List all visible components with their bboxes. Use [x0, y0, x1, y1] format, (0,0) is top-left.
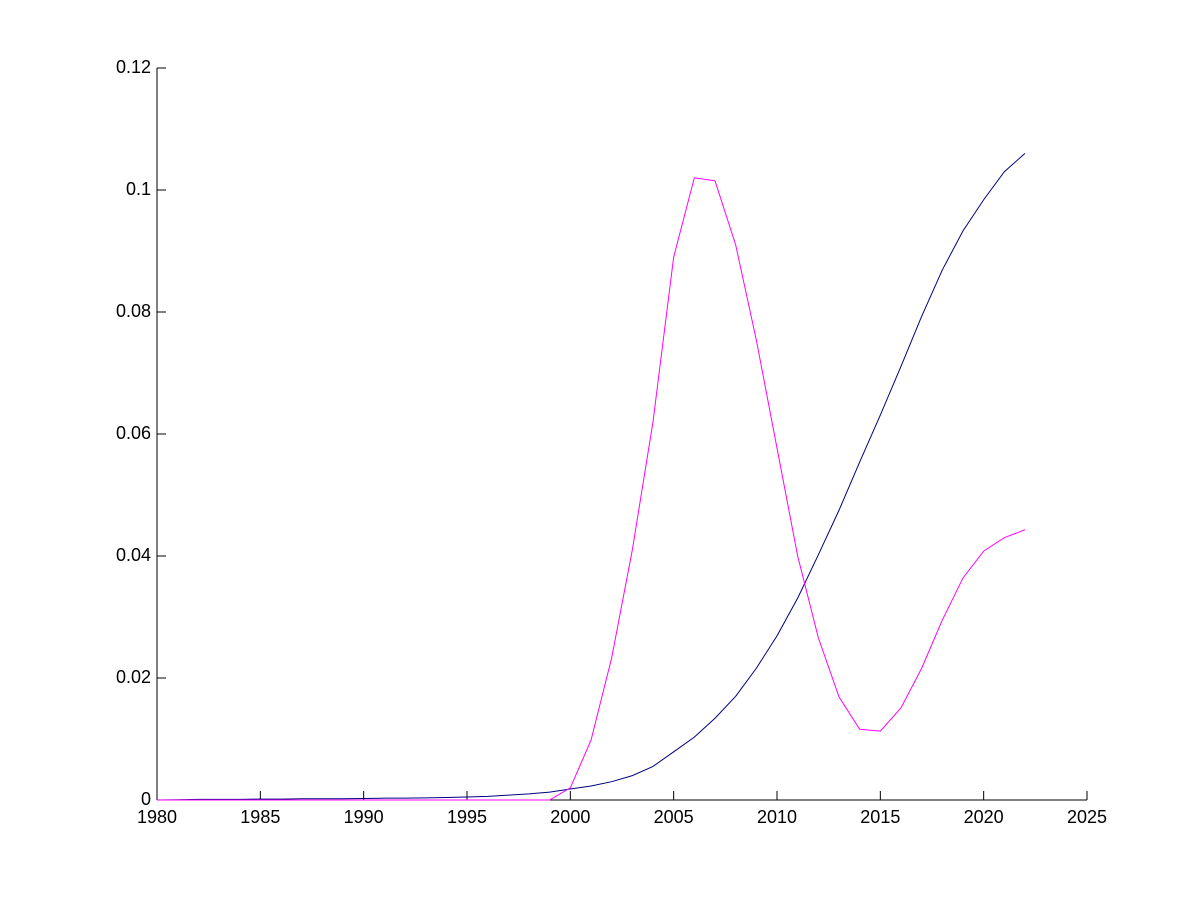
x-tick-label: 1990 — [344, 807, 384, 827]
y-tick-label: 0.12 — [116, 57, 151, 77]
x-tick-label: 2020 — [964, 807, 1004, 827]
y-tick-label: 0.04 — [116, 545, 151, 565]
x-tick-label: 1985 — [240, 807, 280, 827]
x-tick-label: 2015 — [860, 807, 900, 827]
y-tick-label: 0.02 — [116, 667, 151, 687]
y-tick-label: 0.06 — [116, 423, 151, 443]
x-tick-label: 2005 — [654, 807, 694, 827]
x-tick-label: 2025 — [1067, 807, 1107, 827]
y-tick-label: 0.08 — [116, 301, 151, 321]
line-series — [157, 177, 1026, 801]
x-tick-label: 1980 — [137, 807, 177, 827]
x-tick-label: 2010 — [757, 807, 797, 827]
y-tick-label: 0.1 — [126, 179, 151, 199]
x-tick-label: 2000 — [550, 807, 590, 827]
line-series — [156, 153, 1026, 801]
y-tick-label: 0 — [141, 789, 151, 809]
x-tick-label: 1995 — [447, 807, 487, 827]
